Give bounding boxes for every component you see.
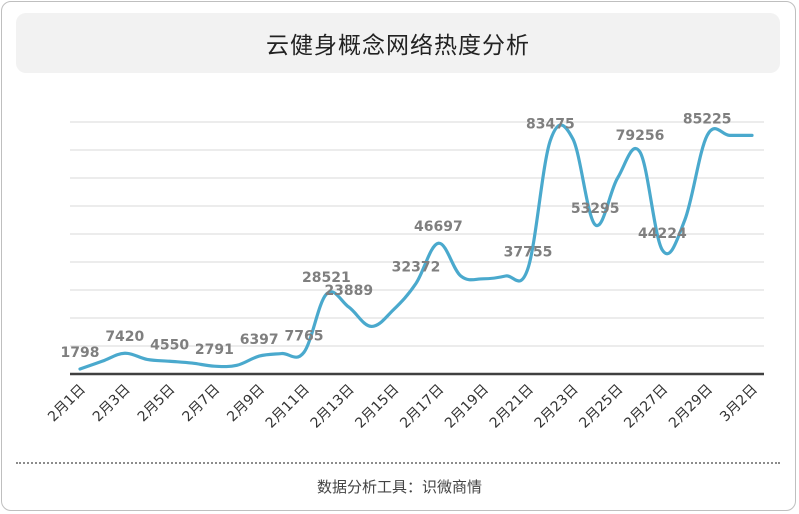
data-label: 83475 [526,116,575,132]
series-group [78,123,754,371]
x-tick-label: 2月3日 [90,382,134,426]
data-label: 28521 [302,270,351,286]
data-label: 1798 [61,345,100,361]
data-label: 32372 [392,259,441,275]
page-title: 云健身概念网络热度分析 [266,33,530,59]
x-tick-label: 2月9日 [224,382,268,426]
x-tick-label: 2月25日 [576,382,626,432]
x-tick-label: 2月21日 [487,382,537,432]
series-line [78,123,754,371]
x-tick-label: 2月13日 [308,382,358,432]
x-tick-label: 2月23日 [532,382,582,432]
data-label: 6397 [240,332,279,348]
x-tick-label: 2月19日 [442,382,492,432]
data-label: 7765 [285,328,324,344]
footer-source: 数据分析工具：识微商情 [316,478,482,496]
data-label: 37755 [504,244,553,260]
x-tick-label: 2月15日 [352,382,402,432]
footer-divider [16,462,780,464]
data-label: 46697 [414,219,463,235]
x-tick-label: 2月5日 [135,382,179,426]
x-tick-label: 2月29日 [666,382,716,432]
x-tick-labels: 2月1日 2月3日 2月5日 2月7日 2月9日2月11日2月13日2月15日2月17日… [45,382,761,432]
data-label: 23889 [324,283,373,299]
title-bar: 云健身概念网络热度分析 [16,13,780,73]
data-label: 7420 [105,329,144,345]
data-label: 85225 [683,111,732,127]
x-tick-label: 3月2日 [717,382,761,426]
data-label: 53295 [571,201,620,217]
x-tick-label: 2月7日 [180,382,224,426]
data-label: 4550 [150,337,189,353]
x-tick-label: 2月27日 [621,382,671,432]
data-label: 2791 [195,342,234,358]
x-tick-label: 2月1日 [45,382,89,426]
grid-lines [70,121,764,347]
x-tick-label: 2月17日 [397,382,447,432]
x-tick-label: 2月11日 [263,382,313,432]
data-label: 44224 [638,226,687,242]
data-label: 79256 [616,128,665,144]
